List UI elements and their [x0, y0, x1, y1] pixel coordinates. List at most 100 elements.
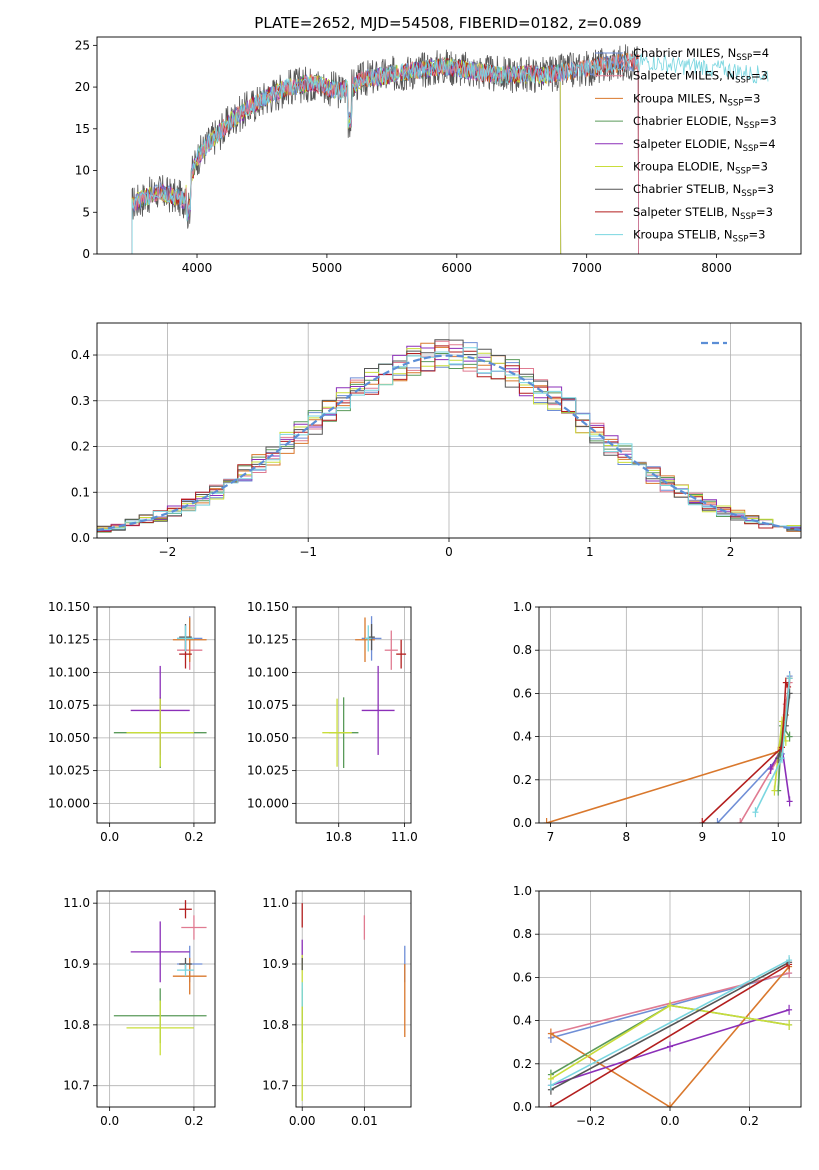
axes-frame [96, 606, 216, 824]
y-tick-label: 10.9 [63, 957, 90, 971]
x-tick-label: 10 [771, 830, 786, 844]
x-tick-label: 0.2 [184, 1114, 203, 1128]
y-tick-label: 0.0 [513, 1100, 532, 1114]
y-tick-label: 10.050 [48, 731, 90, 745]
x-tick-label: 0.2 [740, 1114, 759, 1128]
y-tick-label: 11.0 [63, 896, 90, 910]
plot-area [113, 616, 207, 769]
grid [97, 891, 215, 1107]
legend-label-chabrier-elodie: Chabrier ELODIE, NSSP=3 [633, 114, 777, 131]
legend-text: Salpeter STELIB, N [633, 205, 740, 219]
legend-sub: SSP [736, 53, 752, 63]
y-tick-label: 10.8 [262, 1018, 289, 1032]
histogram-chabrier-stelib [97, 339, 801, 532]
errorbar-salpeter-miles [181, 915, 207, 940]
x-tick-label: 11.0 [391, 830, 418, 844]
x-tick-label: 0.00 [289, 1114, 316, 1128]
legend-suffix: =3 [743, 91, 760, 105]
y-tick-label: 10.000 [48, 796, 90, 810]
y-tick-label: 15 [75, 122, 90, 136]
y-tick-label: 20 [75, 80, 90, 94]
y-tick-label: 0.1 [71, 485, 90, 499]
y-tick-label: 0.8 [513, 927, 532, 941]
y-tick-label: 10.7 [262, 1079, 289, 1093]
spectrum-line-chabrier-miles [131, 55, 639, 254]
y-tick-label: 10.025 [48, 764, 90, 778]
y-tick-label: 0.2 [513, 1057, 532, 1071]
legend-sub: SSP [733, 235, 749, 245]
x-tick-label: 5000 [312, 261, 343, 275]
legend-suffix: =3 [756, 205, 773, 219]
y-tick-label: 0.0 [71, 531, 90, 545]
weight-line-salpeter-stelib [701, 679, 789, 823]
y-tick-label: 10.9 [262, 957, 289, 971]
legend-text: Chabrier ELODIE, N [633, 114, 744, 128]
y-tick-label: 0.4 [513, 1014, 532, 1028]
errorbar-kroupa-stelib [365, 625, 372, 652]
errorbar-chabrier-stelib [368, 624, 375, 651]
x-tick-label: 0.2 [184, 830, 203, 844]
legend-label-kroupa-stelib: Kroupa STELIB, NSSP=3 [633, 228, 765, 245]
legend-text: Salpeter MILES, N [633, 69, 735, 83]
errorbar-salpeter-elodie [361, 665, 395, 755]
axes-frame [538, 606, 802, 824]
figure-title: PLATE=2652, MJD=54508, FIBERID=0182, z=0… [254, 14, 641, 32]
x-tick-label: 1 [586, 545, 594, 559]
x-tick-label: 0.0 [660, 1114, 679, 1128]
x-tick-label: 7000 [571, 261, 602, 275]
legend-sub: SSP [728, 98, 744, 108]
y-tick-label: 0.3 [71, 394, 90, 408]
y-tick-label: 25 [75, 38, 90, 52]
legend-suffix: =4 [759, 137, 776, 151]
legend-sub: SSP [735, 76, 751, 86]
legend-sub: SSP [735, 167, 751, 177]
legend-suffix: =3 [757, 182, 774, 196]
x-tick-label: 2 [727, 545, 735, 559]
errorbar-salpeter-miles [384, 630, 398, 670]
legend-text: Chabrier STELIB, N [633, 182, 741, 196]
axes-frame [96, 322, 802, 539]
y-tick-label: 10.100 [48, 665, 90, 679]
y-tick-label: 10.075 [48, 698, 90, 712]
x-tick-label: 8000 [701, 261, 732, 275]
legend-label-salpeter-stelib: Salpeter STELIB, NSSP=3 [633, 205, 773, 222]
x-tick-label: 6000 [442, 261, 473, 275]
x-tick-label: 9 [698, 830, 706, 844]
legend-suffix: =3 [751, 160, 768, 174]
x-tick-label: 0 [445, 545, 453, 559]
plot-area [301, 903, 406, 1101]
panel-spectrum: 4000 5000 6000 7000 8000 0 5 10 15 20 25 Chabrier M… [75, 36, 802, 275]
axes-frame [96, 36, 802, 255]
panel-mass-vs-z: 0.0 0.2 10.7 10.8 10.9 11.0 [63, 890, 216, 1128]
panel-age-vs-mass: 10.8 11.0 10.000 10.025 10.050 10.075 10.100 10… [247, 600, 418, 844]
y-tick-label: 10.150 [48, 600, 90, 614]
x-tick-label: −0.2 [576, 1114, 605, 1128]
axes-frame [538, 890, 802, 1108]
y-tick-label: 0.6 [513, 970, 532, 984]
legend-suffix: =3 [748, 228, 765, 242]
axes-frame [96, 890, 216, 1108]
errorbar-kroupa-elodie [322, 698, 352, 767]
legend-label-salpeter-miles: Salpeter MILES, NSSP=3 [633, 69, 768, 86]
legend-text: Salpeter ELODIE, N [633, 137, 743, 151]
y-tick-label: 0.4 [513, 730, 532, 744]
y-tick-label: 5 [82, 205, 90, 219]
panel-weight-vs-age: 7 8 9 10 0.0 0.2 0.4 0.6 0.8 1.0 [513, 600, 802, 844]
x-tick-label: 8 [623, 830, 631, 844]
y-tick-label: 1.0 [513, 884, 532, 898]
legend-text: Kroupa MILES, N [633, 91, 728, 105]
y-tick-label: 0.8 [513, 643, 532, 657]
y-tick-label: 0.2 [71, 440, 90, 454]
y-tick-label: 10.8 [63, 1018, 90, 1032]
y-tick-label: 10.100 [247, 665, 289, 679]
x-tick-label: 7 [547, 830, 555, 844]
grid [296, 606, 411, 823]
legend-label-chabrier-miles: Chabrier MILES, NSSP=4 [633, 46, 769, 63]
weight-line-kroupa-stelib [550, 959, 790, 1087]
y-tick-label: 0.0 [513, 816, 532, 830]
y-tick-label: 10.050 [247, 731, 289, 745]
errorbar-kroupa-elodie [126, 698, 194, 767]
plot-area [547, 955, 793, 1107]
